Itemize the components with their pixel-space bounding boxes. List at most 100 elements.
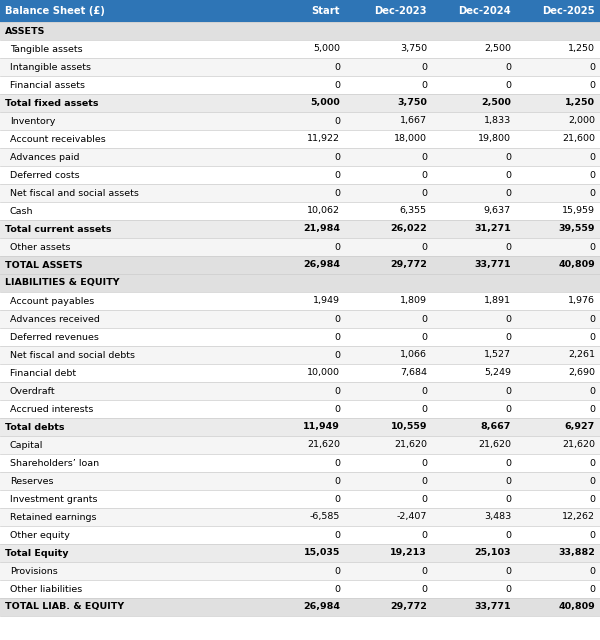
Text: 0: 0 [334,566,340,575]
Bar [0,418,600,436]
Text: 6,355: 6,355 [400,207,427,216]
Text: Total Equity: Total Equity [5,548,68,557]
Text: 2,690: 2,690 [568,369,595,378]
Text: 0: 0 [421,531,427,540]
Text: 8,667: 8,667 [481,422,511,431]
Bar [0,472,600,490]
Text: 21,600: 21,600 [562,134,595,143]
Text: 39,559: 39,559 [559,225,595,234]
Text: 5,000: 5,000 [310,99,340,108]
Text: 33,771: 33,771 [475,260,511,269]
Bar [0,58,600,76]
Text: 0: 0 [421,404,427,413]
Text: Reserves: Reserves [10,477,53,486]
Text: 0: 0 [421,495,427,504]
Bar [0,292,600,310]
Bar [0,436,600,454]
Text: Intangible assets: Intangible assets [10,63,91,72]
Text: 1,066: 1,066 [400,351,427,360]
Text: Dec-2024: Dec-2024 [458,6,511,16]
Text: 19,800: 19,800 [478,134,511,143]
Bar [0,346,600,364]
Text: 0: 0 [505,170,511,179]
Text: Overdraft: Overdraft [10,387,56,396]
Text: 0: 0 [334,63,340,72]
Text: 0: 0 [505,477,511,486]
Text: Other liabilities: Other liabilities [10,584,82,593]
Text: 1,250: 1,250 [568,45,595,54]
Text: 7,684: 7,684 [400,369,427,378]
Text: Advances paid: Advances paid [10,152,79,161]
Bar [0,256,600,274]
Text: 0: 0 [505,566,511,575]
Text: Account receivables: Account receivables [10,134,106,143]
Text: 1,527: 1,527 [484,351,511,360]
Text: 6,927: 6,927 [565,422,595,431]
Text: 2,261: 2,261 [568,351,595,360]
Bar [0,328,600,346]
Text: TOTAL LIAB. & EQUITY: TOTAL LIAB. & EQUITY [5,602,124,611]
Text: 12,262: 12,262 [562,513,595,522]
Text: 21,984: 21,984 [303,225,340,234]
Text: 0: 0 [505,189,511,198]
Text: 0: 0 [421,314,427,323]
Text: 0: 0 [334,314,340,323]
Text: 0: 0 [589,314,595,323]
Text: 0: 0 [421,477,427,486]
Text: 29,772: 29,772 [390,602,427,611]
Text: LIABILITIES & EQUITY: LIABILITIES & EQUITY [5,278,119,287]
Text: 0: 0 [505,584,511,593]
Bar [0,580,600,598]
Text: 1,250: 1,250 [565,99,595,108]
Text: 11,922: 11,922 [307,134,340,143]
Bar [0,310,600,328]
Text: Tangible assets: Tangible assets [10,45,83,54]
Text: Other assets: Other assets [10,243,71,252]
Text: 10,000: 10,000 [307,369,340,378]
Bar [0,238,600,256]
Text: 10,559: 10,559 [391,422,427,431]
Text: Cash: Cash [10,207,34,216]
Text: 0: 0 [334,477,340,486]
Text: 0: 0 [421,63,427,72]
Text: 26,984: 26,984 [303,602,340,611]
Text: 2,500: 2,500 [484,45,511,54]
Text: 0: 0 [505,531,511,540]
Bar [0,40,600,58]
Text: Other equity: Other equity [10,531,70,540]
Bar [0,148,600,166]
Text: Net fiscal and social assets: Net fiscal and social assets [10,189,139,198]
Text: 0: 0 [334,170,340,179]
Bar [0,400,600,418]
Text: 0: 0 [334,351,340,360]
Text: Financial assets: Financial assets [10,81,85,90]
Text: 0: 0 [334,387,340,396]
Text: 3,483: 3,483 [484,513,511,522]
Text: 0: 0 [421,387,427,396]
Text: 0: 0 [421,189,427,198]
Text: 0: 0 [421,333,427,342]
Text: 1,833: 1,833 [484,116,511,125]
Text: 0: 0 [589,566,595,575]
Text: 0: 0 [589,152,595,161]
Text: 10,062: 10,062 [307,207,340,216]
Bar [0,508,600,526]
Text: 0: 0 [589,243,595,252]
Text: Accrued interests: Accrued interests [10,404,94,413]
Text: 3,750: 3,750 [400,45,427,54]
Text: 0: 0 [421,243,427,252]
Text: 0: 0 [421,584,427,593]
Text: Financial debt: Financial debt [10,369,76,378]
Bar [0,364,600,382]
Text: 1,891: 1,891 [484,296,511,305]
Bar [0,490,600,508]
Text: 33,882: 33,882 [558,548,595,557]
Text: Inventory: Inventory [10,116,55,125]
Text: 0: 0 [505,404,511,413]
Text: Account payables: Account payables [10,296,94,305]
Bar [0,166,600,184]
Text: Start: Start [311,6,340,16]
Bar [0,544,600,562]
Text: 0: 0 [505,314,511,323]
Bar [0,562,600,580]
